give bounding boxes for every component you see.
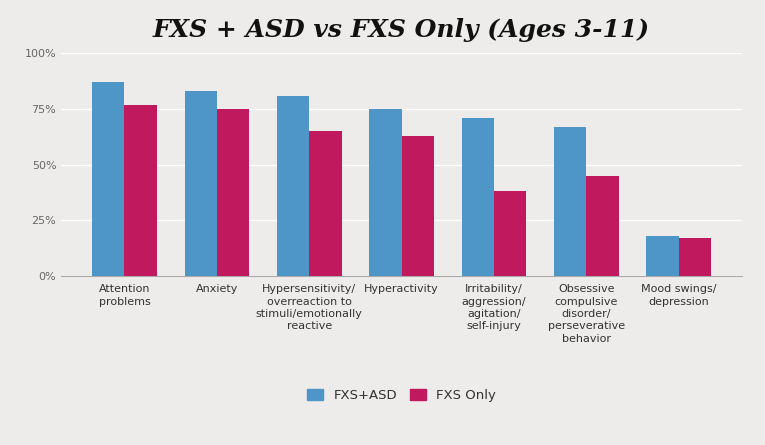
- Bar: [369, 109, 402, 276]
- Bar: [216, 109, 249, 276]
- Bar: [309, 131, 342, 276]
- Bar: [92, 82, 125, 276]
- Bar: [461, 118, 494, 276]
- Bar: [402, 136, 434, 276]
- Bar: [587, 176, 619, 276]
- Bar: [125, 105, 157, 276]
- Bar: [494, 191, 526, 276]
- Bar: [184, 91, 216, 276]
- Bar: [679, 238, 711, 276]
- Bar: [277, 96, 309, 276]
- Bar: [646, 236, 679, 276]
- Legend: FXS+ASD, FXS Only: FXS+ASD, FXS Only: [301, 383, 502, 407]
- Bar: [554, 127, 587, 276]
- Title: FXS + ASD vs FXS Only (Ages 3-11): FXS + ASD vs FXS Only (Ages 3-11): [153, 18, 650, 42]
